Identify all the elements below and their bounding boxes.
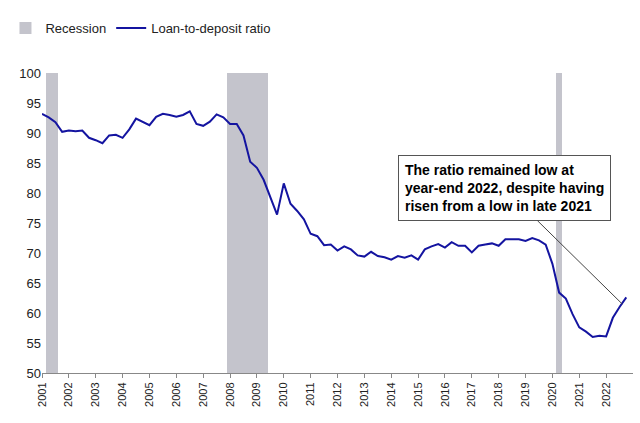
svg-text:2020: 2020 <box>546 382 558 406</box>
svg-text:100: 100 <box>19 66 41 81</box>
svg-text:2016: 2016 <box>439 382 451 406</box>
svg-text:2022: 2022 <box>600 382 612 406</box>
svg-text:2004: 2004 <box>116 382 128 406</box>
svg-text:2013: 2013 <box>358 382 370 406</box>
svg-text:55: 55 <box>27 336 41 351</box>
svg-text:2010: 2010 <box>277 382 289 406</box>
svg-text:75: 75 <box>27 216 41 231</box>
svg-text:2008: 2008 <box>224 382 236 406</box>
svg-text:2009: 2009 <box>250 382 262 406</box>
svg-text:2012: 2012 <box>331 382 343 406</box>
svg-text:2007: 2007 <box>197 382 209 406</box>
svg-text:95: 95 <box>27 96 41 111</box>
svg-text:2015: 2015 <box>412 382 424 406</box>
svg-text:The ratio remained low atyear-: The ratio remained low atyear-end 2022, … <box>405 162 604 214</box>
svg-text:2006: 2006 <box>170 382 182 406</box>
svg-text:50: 50 <box>27 366 41 381</box>
svg-text:70: 70 <box>27 246 41 261</box>
svg-text:80: 80 <box>27 186 41 201</box>
svg-text:2002: 2002 <box>62 382 74 406</box>
svg-text:65: 65 <box>27 276 41 291</box>
svg-text:2014: 2014 <box>385 382 397 406</box>
svg-text:2003: 2003 <box>89 382 101 406</box>
svg-text:2017: 2017 <box>465 382 477 406</box>
svg-text:Recession: Recession <box>45 21 106 36</box>
svg-text:Loan-to-deposit ratio: Loan-to-deposit ratio <box>151 21 270 36</box>
svg-text:2021: 2021 <box>573 382 585 406</box>
svg-text:2019: 2019 <box>519 382 531 406</box>
svg-text:85: 85 <box>27 156 41 171</box>
svg-text:2011: 2011 <box>304 382 316 406</box>
svg-text:90: 90 <box>27 126 41 141</box>
svg-text:60: 60 <box>27 306 41 321</box>
svg-text:2001: 2001 <box>36 382 48 406</box>
svg-text:2018: 2018 <box>492 382 504 406</box>
svg-text:2005: 2005 <box>143 382 155 406</box>
